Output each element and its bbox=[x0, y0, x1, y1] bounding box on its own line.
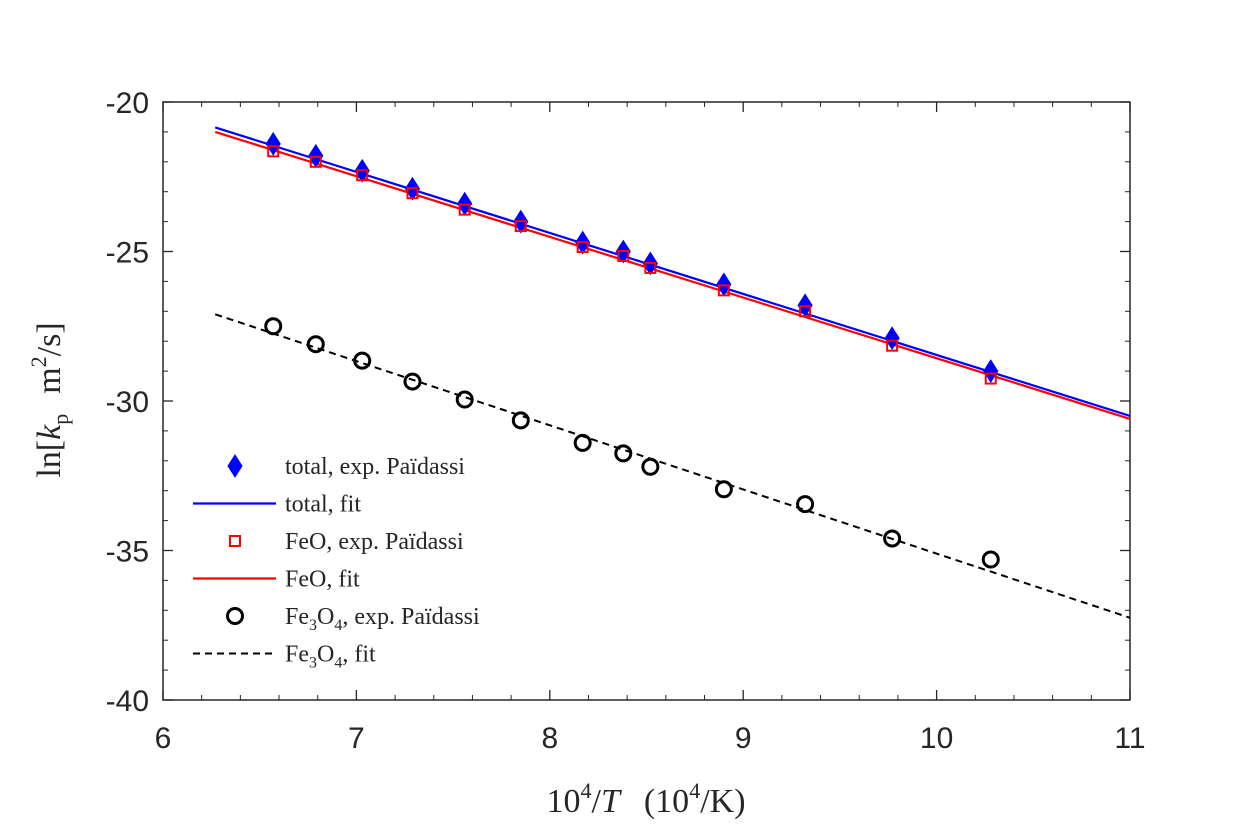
x-tick-label: 10 bbox=[920, 722, 953, 755]
data-point bbox=[796, 495, 815, 514]
x-axis-label: 104/T (104/K) bbox=[546, 778, 745, 820]
x-tick-label: 9 bbox=[735, 722, 752, 755]
legend: total, exp. Païdassi total, fit FeO, exp. … bbox=[193, 454, 480, 672]
y-tick-label: -35 bbox=[106, 536, 149, 569]
legend-marker bbox=[229, 535, 241, 547]
data-point bbox=[641, 457, 660, 476]
data-point bbox=[458, 203, 471, 216]
data-point bbox=[717, 284, 730, 297]
y-axis-label: ln[kpm2/s] bbox=[26, 322, 73, 477]
legend-label: Fe3O4, fit bbox=[285, 642, 376, 672]
legend-label: Fe3O4, exp. Païdassi bbox=[285, 604, 480, 634]
data-point bbox=[981, 550, 1000, 569]
y-tick-label: -25 bbox=[106, 237, 149, 270]
legend-label: FeO, fit bbox=[285, 567, 360, 593]
data-point bbox=[614, 444, 633, 463]
data-point bbox=[984, 372, 997, 385]
data-point bbox=[799, 305, 812, 318]
data-point bbox=[403, 372, 422, 391]
x-tick-label: 7 bbox=[348, 722, 365, 755]
data-point bbox=[983, 359, 999, 384]
legend-marker bbox=[227, 454, 243, 478]
data-point bbox=[617, 249, 630, 262]
data-point bbox=[714, 480, 733, 499]
data-point bbox=[455, 390, 474, 409]
data-point bbox=[644, 261, 657, 274]
y-tick-label: -30 bbox=[106, 386, 149, 419]
data-point bbox=[264, 317, 283, 336]
x-tick-label: 6 bbox=[155, 722, 172, 755]
data-point bbox=[886, 339, 899, 352]
y-tick-label: -20 bbox=[106, 87, 149, 120]
x-tick-label: 8 bbox=[541, 722, 558, 755]
data-point bbox=[406, 187, 419, 200]
legend-marker bbox=[226, 607, 244, 625]
data-point bbox=[576, 241, 589, 254]
data-point bbox=[265, 131, 281, 156]
data-point bbox=[883, 529, 902, 548]
data-point bbox=[573, 433, 592, 452]
legend-label: total, fit bbox=[285, 492, 361, 518]
y-tick-label: -40 bbox=[106, 685, 149, 718]
x-tick-label: 11 bbox=[1114, 722, 1145, 755]
data-point bbox=[267, 145, 280, 158]
data-markers bbox=[264, 131, 1000, 569]
axis-ticks: 6 7 8 9 10 11 -20 -25 -30 -35 -40 bbox=[106, 87, 1146, 755]
data-point bbox=[356, 169, 369, 182]
data-point bbox=[514, 220, 527, 233]
legend-label: total, exp. Païdassi bbox=[285, 454, 465, 480]
data-point bbox=[353, 351, 372, 370]
data-point bbox=[306, 335, 325, 354]
data-point bbox=[309, 155, 322, 168]
legend-label: FeO, exp. Païdassi bbox=[285, 529, 464, 555]
data-point bbox=[884, 326, 900, 351]
data-point bbox=[511, 411, 530, 430]
